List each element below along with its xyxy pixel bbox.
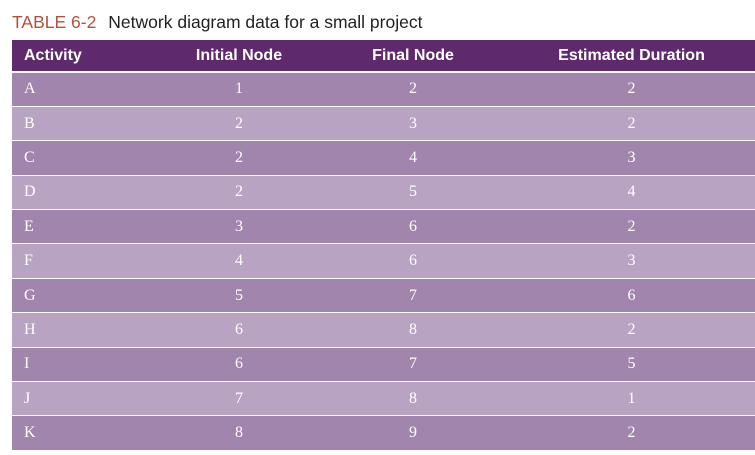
cell-initial-node: 2: [160, 140, 318, 176]
cell-estimated-duration: 2: [508, 209, 755, 245]
cell-estimated-duration: 6: [508, 278, 755, 314]
cell-activity: F: [12, 243, 160, 279]
cell-estimated-duration: 1: [508, 381, 755, 417]
cell-activity: B: [12, 106, 160, 142]
cell-initial-node: 2: [160, 175, 318, 211]
cell-initial-node: 6: [160, 312, 318, 348]
cell-estimated-duration: 2: [508, 312, 755, 348]
cell-initial-node: 8: [160, 415, 318, 451]
cell-final-node: 2: [318, 72, 508, 107]
cell-estimated-duration: 4: [508, 175, 755, 211]
cell-initial-node: 1: [160, 72, 318, 107]
header-estimated-duration: Estimated Duration: [508, 40, 755, 73]
cell-activity: D: [12, 175, 160, 211]
cell-final-node: 5: [318, 175, 508, 211]
header-final-node: Final Node: [318, 40, 508, 73]
cell-initial-node: 4: [160, 243, 318, 279]
network-data-table: Activity Initial Node Final Node Estimat…: [12, 40, 755, 451]
cell-estimated-duration: 3: [508, 140, 755, 176]
cell-activity: E: [12, 209, 160, 245]
cell-final-node: 8: [318, 312, 508, 348]
cell-final-node: 7: [318, 347, 508, 383]
table-caption: TABLE 6-2 Network diagram data for a smal…: [12, 10, 422, 34]
cell-initial-node: 7: [160, 381, 318, 417]
cell-final-node: 3: [318, 106, 508, 142]
cell-initial-node: 3: [160, 209, 318, 245]
cell-activity: G: [12, 278, 160, 314]
cell-initial-node: 5: [160, 278, 318, 314]
cell-initial-node: 2: [160, 106, 318, 142]
table-title: Network diagram data for a small project: [108, 12, 423, 32]
cell-initial-node: 6: [160, 347, 318, 383]
cell-final-node: 4: [318, 140, 508, 176]
cell-activity: J: [12, 381, 160, 417]
cell-final-node: 9: [318, 415, 508, 451]
header-initial-node: Initial Node: [160, 40, 318, 73]
header-activity: Activity: [12, 40, 160, 73]
cell-activity: K: [12, 415, 160, 451]
table-number-label: TABLE 6-2: [12, 12, 97, 32]
cell-estimated-duration: 2: [508, 106, 755, 142]
cell-final-node: 7: [318, 278, 508, 314]
cell-final-node: 8: [318, 381, 508, 417]
cell-activity: H: [12, 312, 160, 348]
cell-activity: C: [12, 140, 160, 176]
cell-activity: A: [12, 72, 160, 107]
cell-final-node: 6: [318, 209, 508, 245]
cell-activity: I: [12, 347, 160, 383]
cell-final-node: 6: [318, 243, 508, 279]
cell-estimated-duration: 2: [508, 72, 755, 107]
cell-estimated-duration: 5: [508, 347, 755, 383]
cell-estimated-duration: 3: [508, 243, 755, 279]
table-header-row: Activity Initial Node Final Node Estimat…: [12, 40, 755, 73]
cell-estimated-duration: 2: [508, 415, 755, 451]
